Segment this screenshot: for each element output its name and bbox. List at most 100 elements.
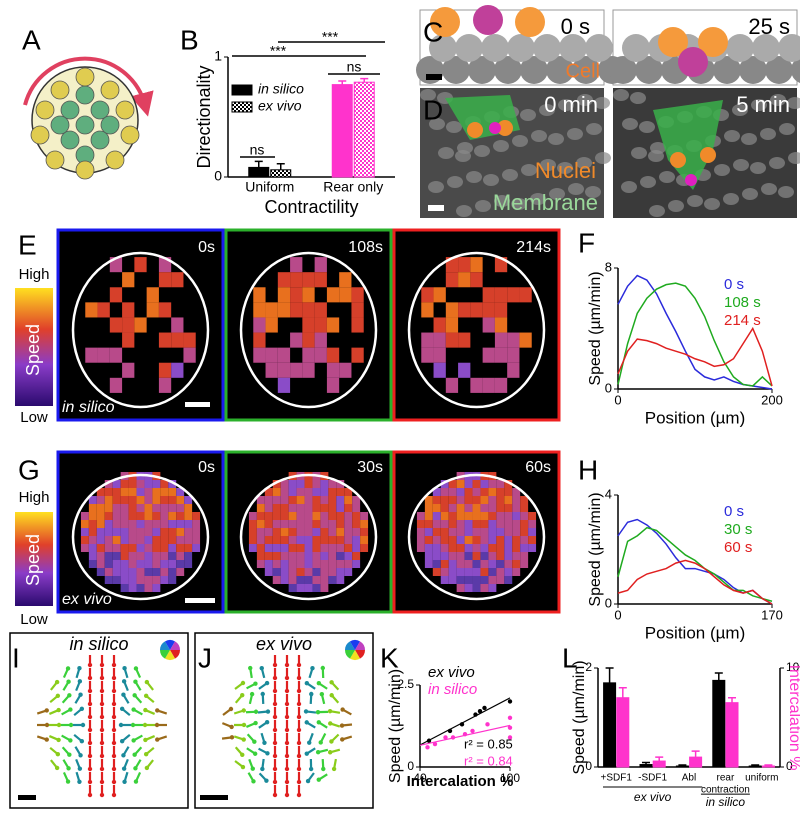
annotation: ns [250, 142, 265, 158]
heatmap-cell [480, 544, 489, 552]
label: Speed [23, 324, 43, 376]
heatmap-cell [104, 560, 113, 568]
y-axis-label: Speed (µm/min) [587, 492, 604, 606]
heatmap-cell [464, 560, 473, 568]
heatmap-cell [336, 544, 345, 552]
heatmap-cell [480, 552, 489, 560]
heatmap-cell [433, 362, 446, 378]
heatmap-cell [176, 536, 185, 544]
heatmap-cell [253, 332, 266, 348]
heatmap-cell [416, 512, 425, 520]
arrow-head [131, 707, 136, 712]
heatmap-cell [104, 512, 113, 520]
panel-label: D [423, 94, 443, 125]
arrow-head [77, 779, 82, 784]
heatmap-cell [432, 552, 441, 560]
heatmap-cell [519, 332, 532, 348]
arrow-head [143, 737, 148, 743]
cell [658, 27, 688, 57]
heatmap-cell [104, 504, 113, 512]
heatmap-cell [312, 584, 321, 592]
heatmap-cell [456, 584, 465, 592]
nucleus [494, 195, 510, 207]
heatmap-cell [272, 496, 281, 504]
label: 0 s [561, 14, 590, 39]
heatmap-cell [320, 536, 329, 544]
heatmap-cell [320, 496, 329, 504]
heatmap-cell [158, 377, 172, 393]
arrow-head [252, 739, 257, 744]
heatmap-cell [80, 528, 89, 536]
color-wheel [350, 650, 360, 660]
heatmap-cell [128, 576, 137, 584]
heatmap-cell [440, 568, 449, 576]
arrow-head [264, 680, 270, 686]
arrow-head [296, 688, 302, 694]
legend-swatch [231, 101, 253, 113]
heatmap-cell [326, 347, 340, 363]
point [477, 709, 483, 714]
heatmap-cell [302, 362, 315, 378]
color-wheel [160, 650, 170, 659]
arrow-head [265, 751, 270, 756]
y-tick-label: 4 [605, 486, 612, 501]
heatmap-cell [464, 544, 473, 552]
heatmap-cell [445, 272, 459, 288]
arrow-head [111, 662, 117, 668]
heatmap-cell [328, 544, 337, 552]
nucleus [714, 164, 730, 176]
heatmap-cell [472, 536, 481, 544]
line [617, 559, 773, 605]
heatmap-cell [488, 560, 497, 568]
arrow-head [251, 779, 256, 784]
arrow-head [284, 779, 290, 785]
label: 0s [198, 239, 215, 256]
heatmap-cell [448, 496, 457, 504]
heatmap-cell [192, 520, 201, 528]
nucleus [474, 145, 490, 157]
heatmap-cell [488, 512, 497, 520]
heatmap-cell [472, 504, 481, 512]
heatmap-cell [104, 544, 113, 552]
heatmap-cell [168, 560, 177, 568]
heatmap-cell [272, 560, 281, 568]
arrow-head [111, 740, 117, 746]
heatmap-cell [158, 272, 172, 288]
heatmap-cell [184, 496, 193, 504]
heatmap-cell [328, 520, 337, 528]
cell [442, 56, 470, 84]
heatmap-cell [464, 568, 473, 576]
arrow-head [54, 765, 60, 771]
heatmap-cell [277, 272, 291, 288]
heatmap-cell [351, 317, 364, 333]
point [507, 699, 513, 704]
heatmap-cell [344, 560, 353, 568]
heatmap-cell [88, 504, 97, 512]
heatmap-cell [312, 496, 321, 504]
heatmap-cell [302, 332, 315, 348]
arrow-head [111, 753, 117, 759]
arrow-head [296, 792, 302, 798]
heatmap-cell [280, 512, 289, 520]
heatmap-cell [496, 536, 505, 544]
heatmap-cell [304, 504, 313, 512]
arrow-head [54, 679, 60, 685]
heatmap-cell [176, 520, 185, 528]
heatmap-cell [144, 512, 153, 520]
label: Low [20, 409, 48, 426]
heatmap-cell [456, 560, 465, 568]
heatmap-cell [192, 528, 201, 536]
nucleus [497, 120, 513, 136]
nucleus [428, 181, 444, 193]
heatmap-cell [272, 568, 281, 576]
nucleus [649, 205, 665, 217]
nucleus [438, 147, 454, 159]
heatmap-cell [494, 302, 508, 318]
heatmap-cell [136, 528, 145, 536]
heatmap-cell [352, 536, 361, 544]
nucleus [502, 169, 518, 181]
arrow-head [316, 681, 322, 686]
heatmap-cell [112, 560, 121, 568]
heatmap-cell [160, 536, 169, 544]
